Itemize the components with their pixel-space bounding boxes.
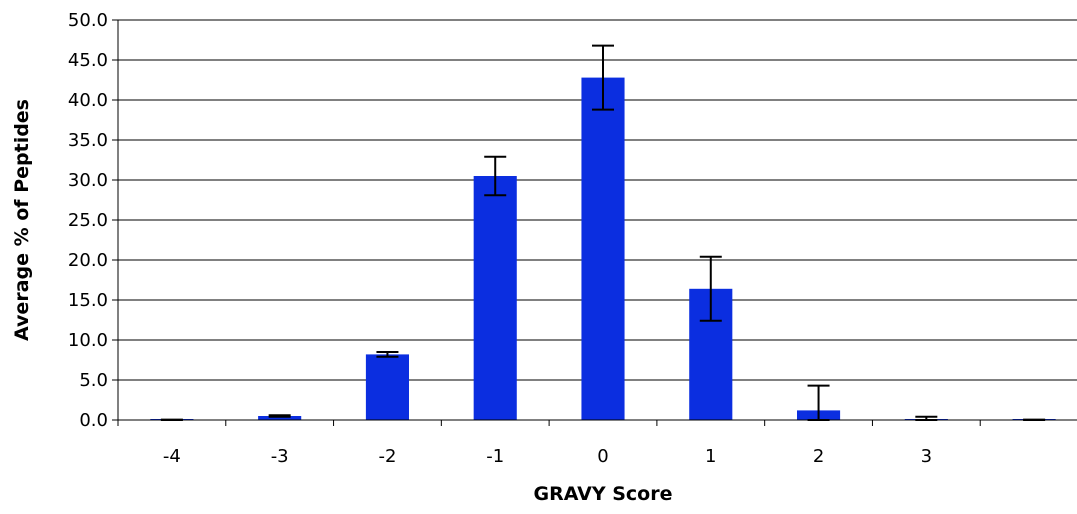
bar (581, 77, 625, 420)
y-tick-label: 35.0 (68, 130, 108, 151)
bars (150, 77, 1056, 420)
y-tick-label: 15.0 (68, 290, 108, 311)
y-tick-label: 45.0 (68, 50, 108, 71)
x-axis-title: GRAVY Score (534, 483, 673, 505)
x-tick-labels: -4 -3 -2 -1 0 1 2 3 (163, 446, 932, 467)
y-tick-label: 30.0 (68, 170, 108, 191)
x-tick-label: 2 (813, 446, 824, 467)
x-tick-label: 1 (705, 446, 716, 467)
x-tick-label: 0 (597, 446, 608, 467)
x-tick-label: -2 (378, 446, 396, 467)
y-tick-labels: 0.0 5.0 10.0 15.0 20.0 25.0 30.0 35.0 40.0 45.0 50… (68, 10, 108, 431)
bar (365, 354, 409, 420)
y-tick-label: 10.0 (68, 330, 108, 351)
y-tick-label: 40.0 (68, 90, 108, 111)
y-tick-label: 0.0 (79, 410, 108, 431)
x-tick-label: -4 (163, 446, 181, 467)
y-tick-label: 25.0 (68, 210, 108, 231)
y-tick-label: 5.0 (79, 370, 108, 391)
axes (112, 19, 1077, 426)
bar (473, 176, 517, 420)
x-tick-label: 3 (921, 446, 932, 467)
y-axis-title: Average % of Peptides (11, 99, 33, 341)
y-tick-label: 20.0 (68, 250, 108, 271)
bar (258, 416, 302, 420)
y-tick-label: 50.0 (68, 10, 108, 31)
x-tick-label: -3 (271, 446, 289, 467)
x-tick-label: -1 (486, 446, 504, 467)
